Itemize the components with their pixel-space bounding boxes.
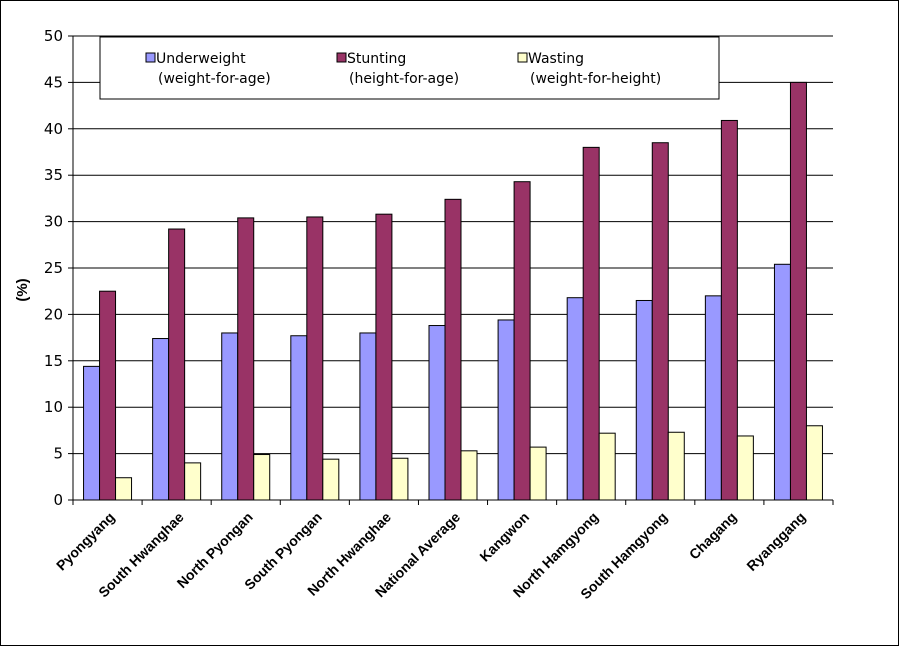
bar-wasting <box>736 435 754 501</box>
bar-stunting <box>306 216 324 501</box>
bar-wasting <box>391 457 409 501</box>
x-tick-label: Chagang <box>686 509 740 563</box>
bar-stunting <box>582 146 600 501</box>
y-axis-label: (%) <box>14 278 31 301</box>
legend-label: Wasting <box>528 51 584 67</box>
y-tick-label: 0 <box>53 491 63 509</box>
y-tick-label: 25 <box>44 259 63 277</box>
bar-stunting <box>720 119 738 501</box>
legend-swatch-stunting <box>336 52 347 63</box>
bar-wasting <box>322 458 340 501</box>
legend-swatch-wasting <box>517 52 528 63</box>
y-tick-label: 50 <box>44 27 63 45</box>
bar-underweight <box>359 332 377 501</box>
legend-sublabel: (height-for-age) <box>349 71 459 87</box>
legend-sublabel: (weight-for-age) <box>158 71 271 87</box>
bar-stunting <box>444 198 462 501</box>
bar-underweight <box>773 263 791 501</box>
y-tick-label: 15 <box>44 352 63 370</box>
legend-box <box>99 36 720 100</box>
bar-stunting <box>651 142 669 501</box>
y-tick-label: 45 <box>44 73 63 91</box>
y-tick-label: 20 <box>44 305 63 323</box>
bar-stunting <box>237 217 255 501</box>
y-tick-label: 40 <box>44 120 63 138</box>
bar-underweight <box>428 325 446 501</box>
legend-sublabel: (weight-for-height) <box>530 71 661 87</box>
x-tick-label: Pyongyang <box>53 509 118 574</box>
bar-wasting <box>805 425 823 501</box>
bar-stunting <box>789 81 807 501</box>
bar-underweight <box>704 295 722 501</box>
legend-swatch-underweight <box>145 52 156 63</box>
y-tick-labels: 0 5 10 15 20 25 30 35 40 45 50 <box>44 27 63 509</box>
legend-label: Stunting <box>347 51 406 67</box>
x-tick-label: Kangwon <box>476 509 532 565</box>
bar-wasting <box>460 450 478 501</box>
y-tick-label: 30 <box>44 213 63 231</box>
x-tick-label: Ryanggang <box>743 509 808 574</box>
bar-underweight <box>221 332 239 501</box>
bar-wasting <box>253 454 271 501</box>
bar-stunting <box>99 290 117 501</box>
bar-wasting <box>598 432 616 501</box>
bar-stunting <box>375 213 393 501</box>
bar-underweight <box>497 319 515 501</box>
bar-stunting <box>513 181 531 501</box>
bar-underweight <box>290 335 308 501</box>
y-tick-label: 5 <box>53 445 63 463</box>
bar-wasting <box>667 431 685 501</box>
bar-underweight <box>83 365 101 501</box>
bar-stunting <box>168 228 186 501</box>
bar-underweight <box>635 299 653 501</box>
bar-wasting <box>529 446 547 501</box>
axes <box>68 35 834 505</box>
legend: Underweight (weight-for-age) Stunting (heig… <box>99 36 720 100</box>
bars <box>83 81 823 501</box>
bar-underweight <box>566 297 584 501</box>
bar-wasting <box>115 477 133 501</box>
y-tick-label: 35 <box>44 166 63 184</box>
bar-underweight <box>152 338 170 501</box>
y-tick-label: 10 <box>44 398 63 416</box>
bar-wasting <box>184 462 202 501</box>
legend-label: Underweight <box>156 51 246 67</box>
